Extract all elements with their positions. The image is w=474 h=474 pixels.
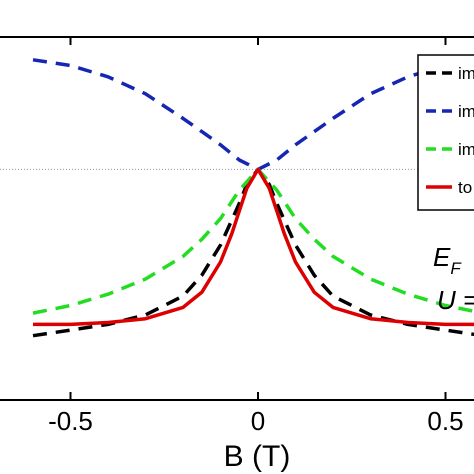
annotation-ef-subscript: F bbox=[450, 259, 462, 278]
legend-box bbox=[417, 54, 474, 211]
x-ticks-group: -0.5 0 0.5 bbox=[48, 37, 464, 436]
series-line-1 bbox=[32, 167, 474, 338]
annotation-ef: EF bbox=[433, 242, 462, 278]
legend-label-1: im bbox=[458, 64, 474, 83]
x-tick-label: 0.5 bbox=[427, 406, 463, 436]
x-axis-label: B (T) bbox=[224, 440, 291, 473]
x-tick-label: -0.5 bbox=[48, 406, 93, 436]
annotations-group: EF U = bbox=[433, 242, 474, 315]
x-axis: -0.5 0 0.5 B (T) bbox=[0, 36, 474, 473]
legend-label-2: im bbox=[458, 102, 474, 121]
x-tick-label: 0 bbox=[251, 406, 265, 436]
series-line-3 bbox=[32, 167, 474, 315]
series-line-2 bbox=[32, 58, 474, 172]
series-line-4 bbox=[33, 167, 474, 327]
legend: im im im to bbox=[417, 54, 474, 211]
plot-area-group bbox=[0, 58, 474, 338]
annotation-u: U = bbox=[437, 285, 474, 315]
legend-label-3: im bbox=[458, 140, 474, 159]
legend-label-4: to bbox=[458, 178, 472, 197]
series-group bbox=[32, 58, 474, 338]
legend-entries: im im im to bbox=[426, 64, 474, 197]
